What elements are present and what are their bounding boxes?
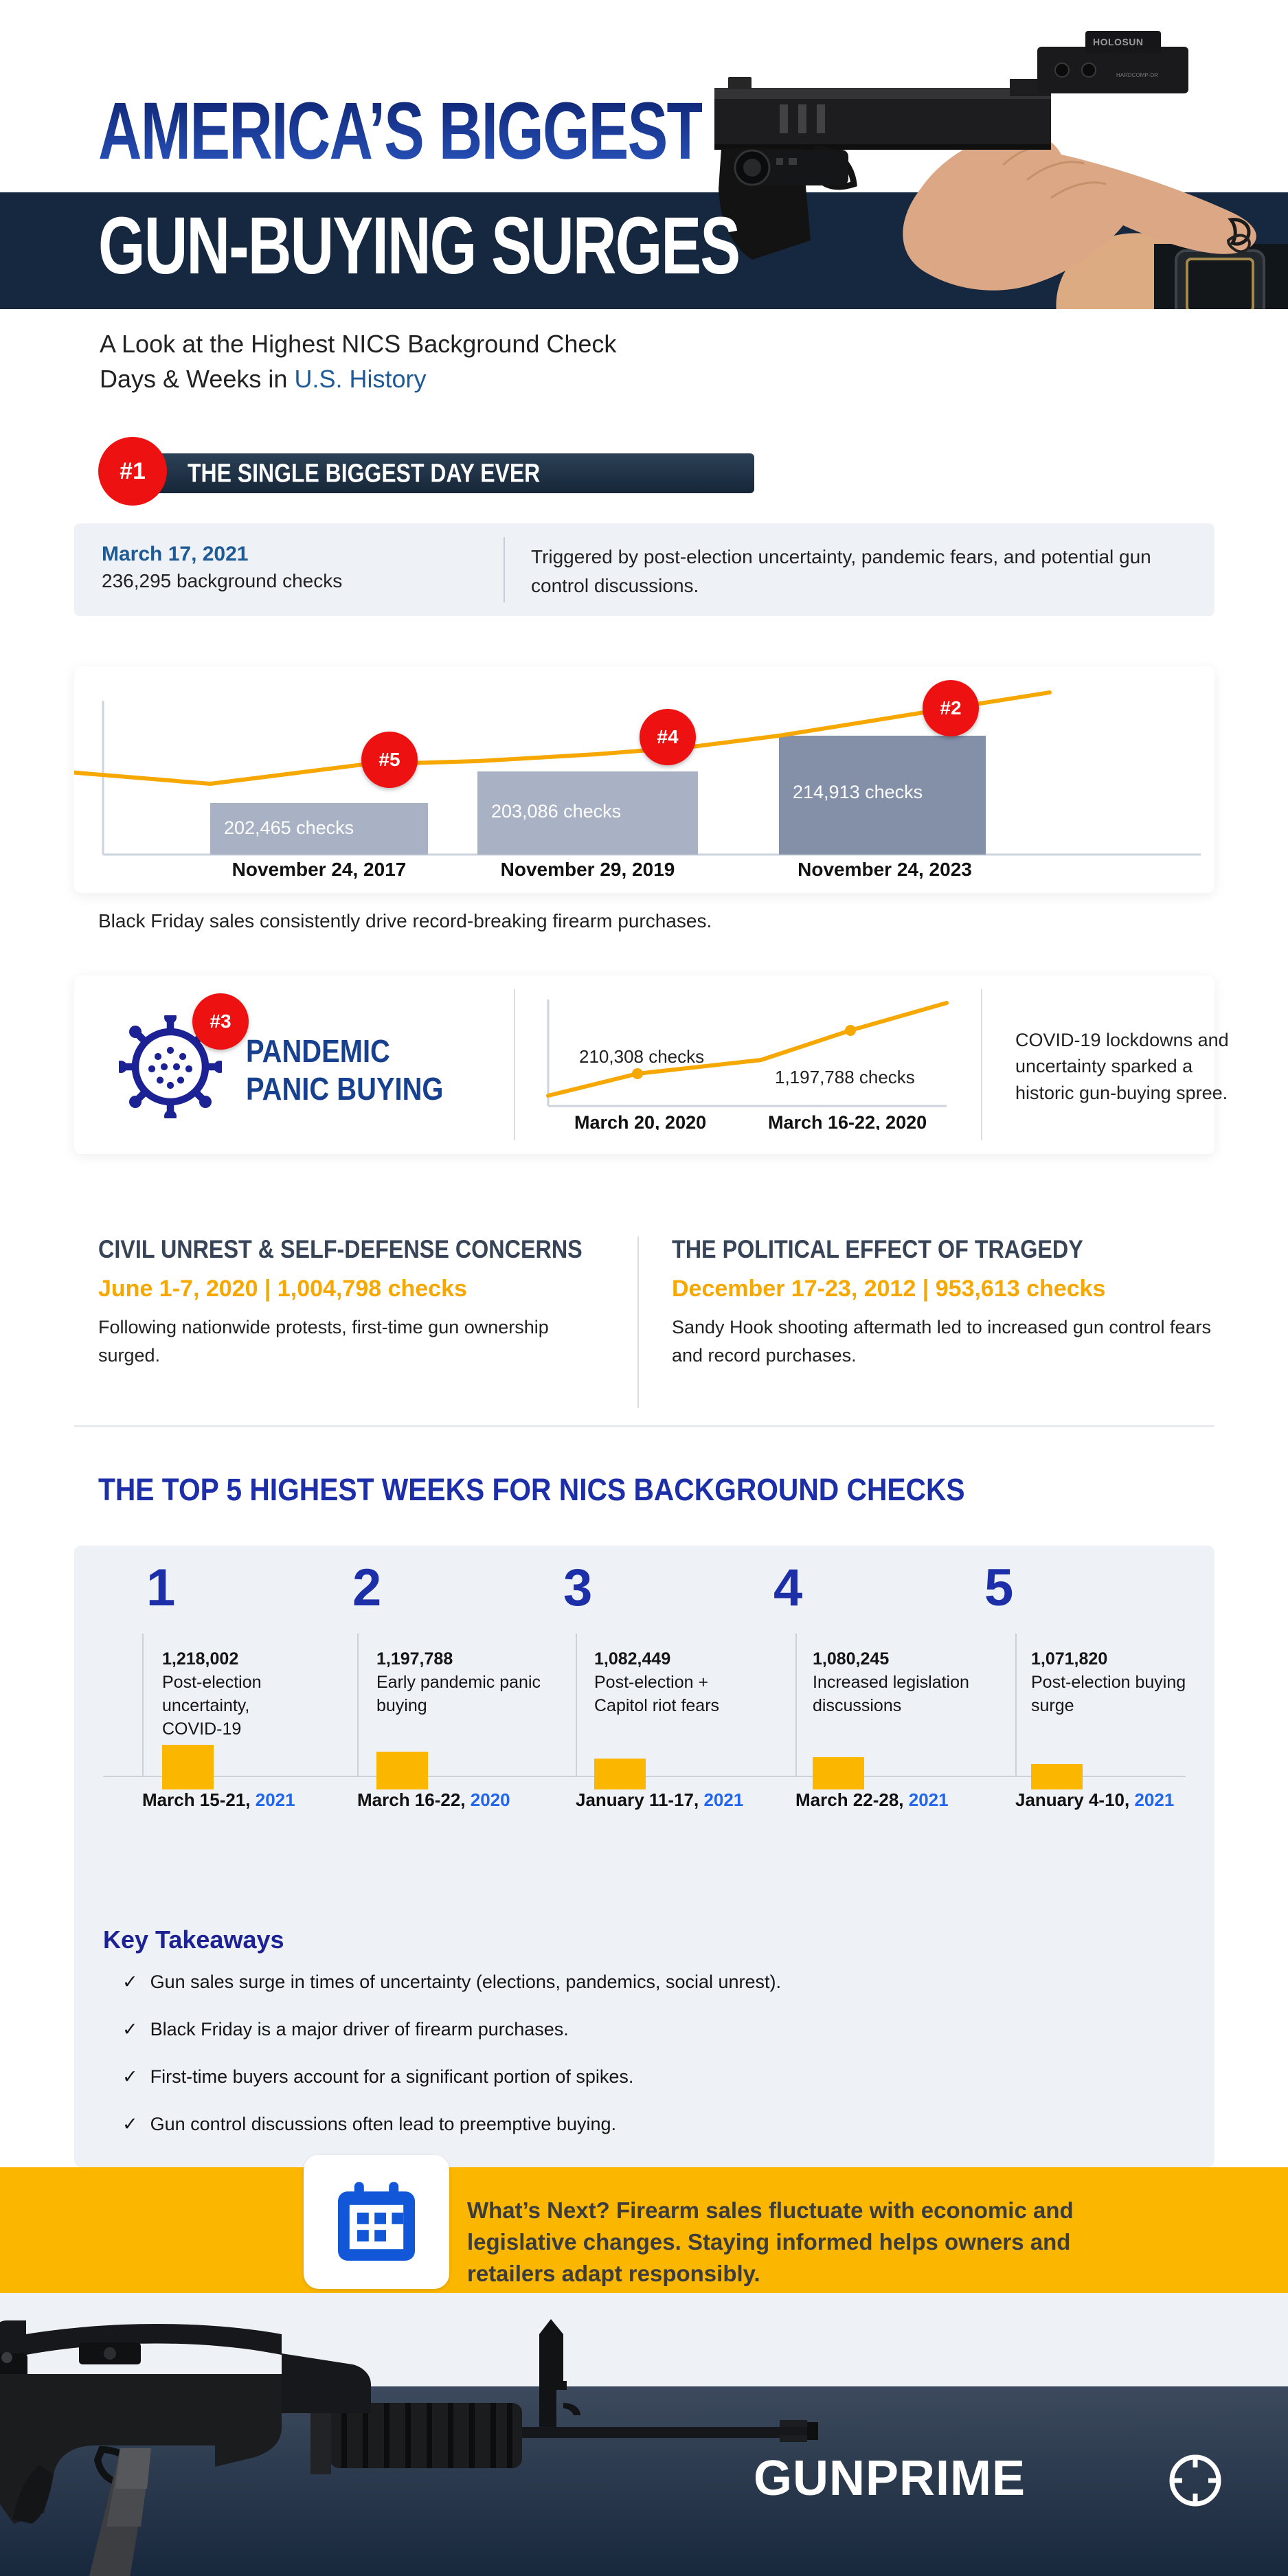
- svg-text:214,913 checks: 214,913 checks: [793, 782, 923, 802]
- svg-text:1,197,788 checks: 1,197,788 checks: [775, 1067, 915, 1087]
- svg-text:203,086 checks: 203,086 checks: [491, 801, 621, 822]
- svg-text:HARDCOMP-DR: HARDCOMP-DR: [1116, 72, 1158, 78]
- svg-text:210,308 checks: 210,308 checks: [579, 1046, 704, 1067]
- svg-text:HOLOSUN: HOLOSUN: [1093, 36, 1144, 47]
- svg-text:202,465 checks: 202,465 checks: [224, 817, 354, 838]
- svg-text:March 20, 2020: March 20, 2020: [574, 1112, 706, 1130]
- svg-text:March 16-22, 2020: March 16-22, 2020: [768, 1112, 927, 1130]
